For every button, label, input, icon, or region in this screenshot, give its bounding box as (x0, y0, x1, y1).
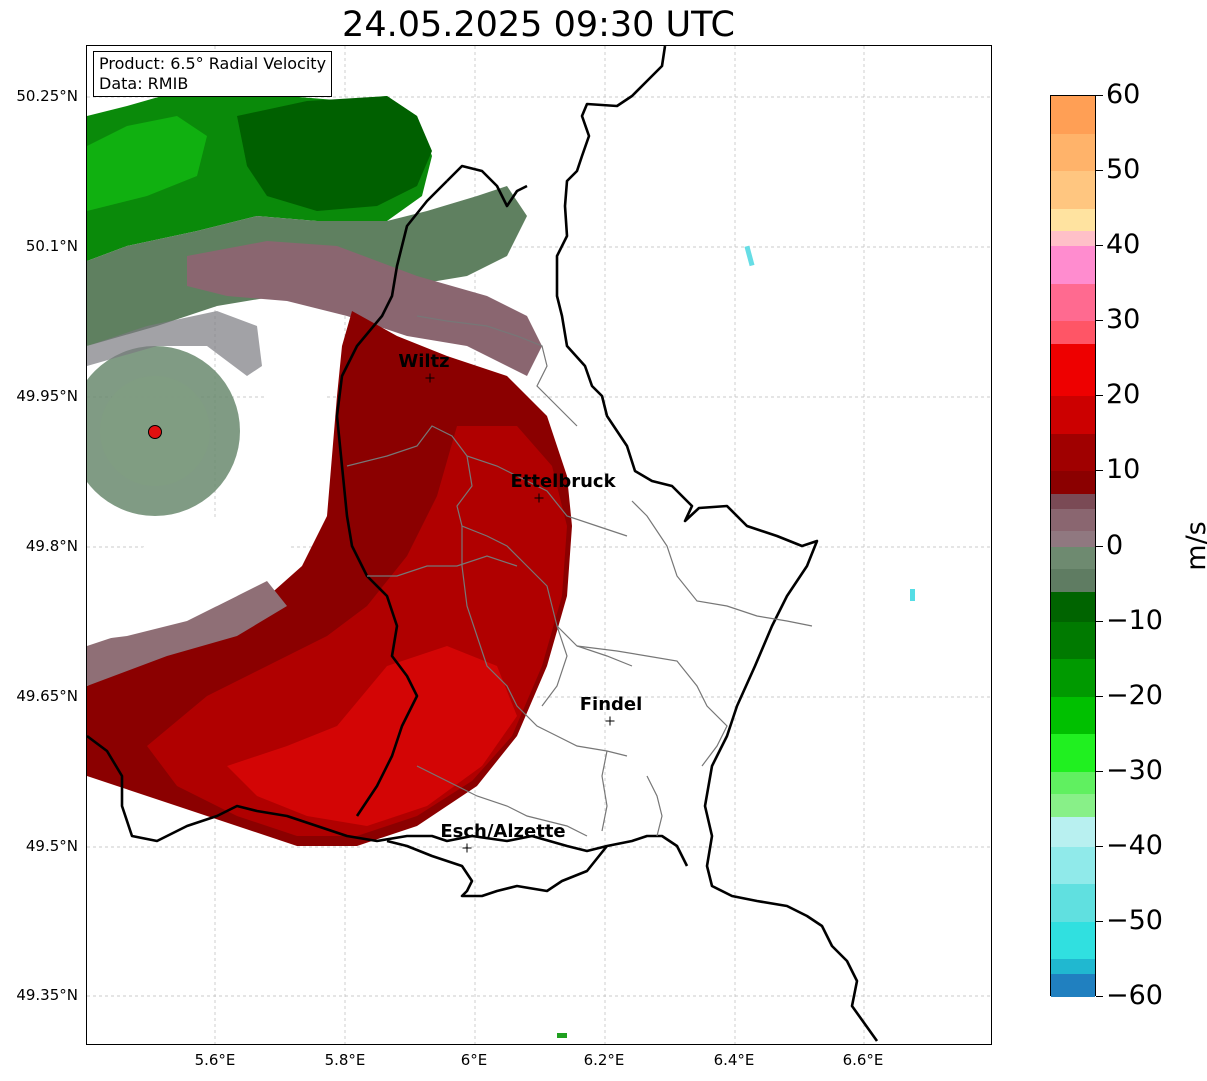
colorbar-tick-label: −50 (1106, 904, 1163, 936)
lon-label: 6.2°E (583, 1051, 625, 1069)
colorbar-tick-mark (1096, 170, 1103, 172)
colorbar-tick-label: −20 (1106, 679, 1163, 711)
colorbar-segment (1051, 471, 1095, 495)
colorbar-tick-mark (1096, 470, 1103, 472)
colorbar-segment (1051, 734, 1095, 773)
radar-echo-mauve-band (187, 241, 542, 376)
radar-artifact-cyan-2 (910, 589, 915, 601)
colorbar-tick-mark (1096, 320, 1103, 322)
info-box: Product: 6.5° Radial Velocity Data: RMIB (93, 51, 333, 97)
colorbar-tick-mark (1096, 245, 1103, 247)
radar-site-marker (148, 425, 162, 439)
colorbar-tick-label: −10 (1106, 604, 1163, 636)
city-label-findel: Findel (579, 694, 643, 715)
colorbar-segment (1051, 396, 1095, 435)
colorbar-tick-label: 40 (1106, 229, 1141, 261)
colorbar-tick-mark (1096, 695, 1103, 697)
city-label-wiltz: Wiltz (398, 351, 450, 372)
city-marker-esch-alzette (462, 843, 472, 853)
city-marker-wiltz (425, 373, 435, 383)
colorbar-tick-mark (1096, 95, 1103, 96)
city-label-ettelbruck: Ettelbruck (510, 471, 616, 492)
radar-echo-red-bright (227, 646, 517, 826)
lon-label: 6.6°E (842, 1051, 884, 1069)
colorbar-segment (1051, 171, 1095, 210)
colorbar-segment (1051, 133, 1095, 172)
lon-label: 6°E (460, 1051, 488, 1069)
radar-echo-mauve-west (87, 581, 287, 686)
colorbar-tick-label: 20 (1106, 379, 1141, 411)
city-marker-findel (605, 716, 615, 726)
colorbar-tick-mark (1096, 545, 1103, 547)
colorbar-segment (1051, 794, 1095, 818)
colorbar-tick-mark (1096, 920, 1103, 922)
info-data-source: Data: RMIB (99, 74, 189, 93)
radar-map (86, 45, 992, 1045)
colorbar-segment (1051, 974, 1095, 998)
colorbar-segment (1051, 659, 1095, 698)
colorbar-segment (1051, 508, 1095, 532)
colorbar-segment (1051, 246, 1095, 285)
colorbar-segment (1051, 546, 1095, 570)
lon-label: 5.6°E (194, 1051, 236, 1069)
map-title: 24.05.2025 09:30 UTC (342, 5, 735, 45)
district-borders (346, 315, 813, 837)
colorbar-segment (1051, 283, 1095, 322)
colorbar-segment (1051, 771, 1095, 795)
country-borders (87, 46, 879, 1042)
lon-label: 6.4°E (713, 1051, 755, 1069)
city-marker-ettelbruck (534, 493, 544, 503)
colorbar-segment (1051, 696, 1095, 735)
colorbar-tick-mark (1096, 620, 1103, 622)
radar-map-canvas (87, 46, 991, 1044)
colorbar-tick-label: 30 (1106, 304, 1141, 336)
colorbar-tick-mark (1096, 770, 1103, 772)
colorbar-tick-mark (1096, 996, 1103, 997)
radar-clear-zone (87, 306, 327, 641)
colorbar-segment (1051, 591, 1095, 623)
colorbar-tick-label: −40 (1106, 829, 1163, 861)
lat-label: 49.95°N (16, 387, 78, 405)
colorbar-segment (1051, 531, 1095, 547)
colorbar-tick-label: 0 (1106, 529, 1124, 561)
colorbar-tick-mark (1096, 395, 1103, 397)
colorbar-segment (1051, 493, 1095, 510)
lon-label: 5.8°E (324, 1051, 366, 1069)
city-label-esch-alzette: Esch/Alzette (440, 821, 566, 842)
colorbar-segment (1051, 433, 1095, 472)
lat-label: 49.5°N (25, 837, 78, 855)
colorbar-segment (1051, 921, 1095, 960)
radar-artifact-green (557, 1033, 567, 1038)
colorbar-segment (1051, 959, 1095, 975)
colorbar-segment (1051, 846, 1095, 885)
colorbar-segment (1051, 321, 1095, 345)
colorbar-segment (1051, 621, 1095, 660)
colorbar-segment (1051, 816, 1095, 848)
colorbar-segment (1051, 208, 1095, 232)
colorbar-segment (1051, 884, 1095, 923)
lat-label: 49.35°N (16, 986, 78, 1004)
lat-label: 50.1°N (25, 237, 78, 255)
colorbar-tick-label: 50 (1106, 154, 1141, 186)
radar-echo-dark-green (237, 96, 432, 211)
radar-echo-bright-green (87, 116, 207, 211)
colorbar-tick-label: 60 (1106, 79, 1141, 110)
colorbar-tick-mark (1096, 845, 1103, 847)
colorbar-tick-label: −30 (1106, 754, 1163, 786)
info-product: Product: 6.5° Radial Velocity (99, 54, 327, 73)
colorbar-segment (1051, 96, 1095, 135)
lat-label: 49.65°N (16, 687, 78, 705)
colorbar-unit: m/s (1181, 521, 1207, 571)
lat-label: 49.8°N (25, 537, 78, 555)
colorbar-segment (1051, 569, 1095, 593)
velocity-colorbar (1050, 95, 1096, 998)
colorbar-tick-label: −60 (1106, 980, 1163, 1011)
lat-label: 50.25°N (16, 87, 78, 105)
radar-artifact-cyan (744, 245, 755, 267)
radar-clutter-west (87, 311, 262, 376)
colorbar-tick-label: 10 (1106, 454, 1141, 486)
colorbar-segment (1051, 343, 1095, 397)
colorbar-segment (1051, 231, 1095, 247)
